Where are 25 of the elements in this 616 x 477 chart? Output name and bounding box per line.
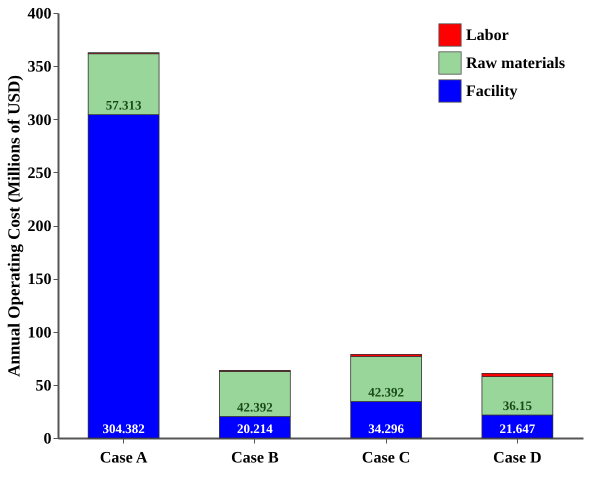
legend-label: Labor (466, 27, 509, 44)
data-label: 42.392 (237, 400, 273, 415)
y-tick-label: 350 (28, 58, 52, 76)
legend-label: Facility (466, 83, 518, 100)
x-tick-label: Case C (362, 450, 410, 466)
y-tick-label: 150 (28, 271, 52, 288)
x-tick-label: Case B (231, 450, 279, 466)
y-tick-label: 0 (44, 430, 52, 448)
y-tick-label: 50 (36, 377, 52, 394)
data-label: 21.647 (500, 421, 536, 436)
y-tick-label: 100 (28, 324, 52, 342)
y-axis-title: Annual Operating Cost (Millions of USD) (4, 75, 24, 377)
y-tick-label: 300 (28, 112, 52, 129)
data-label: 304.382 (102, 421, 145, 436)
data-label: 20.214 (237, 421, 274, 436)
y-tick-label: 200 (28, 218, 52, 235)
x-tick-label: Case D (493, 450, 542, 466)
legend-label: Raw materials (466, 55, 566, 72)
data-label: 57.313 (106, 98, 142, 113)
data-label: 42.392 (368, 384, 404, 400)
y-tick-label: 400 (28, 6, 52, 22)
y-tick-label: 250 (28, 164, 52, 182)
data-label: 36.15 (502, 398, 532, 413)
data-label: 34.296 (368, 421, 404, 436)
x-tick-label: Case A (100, 450, 148, 466)
